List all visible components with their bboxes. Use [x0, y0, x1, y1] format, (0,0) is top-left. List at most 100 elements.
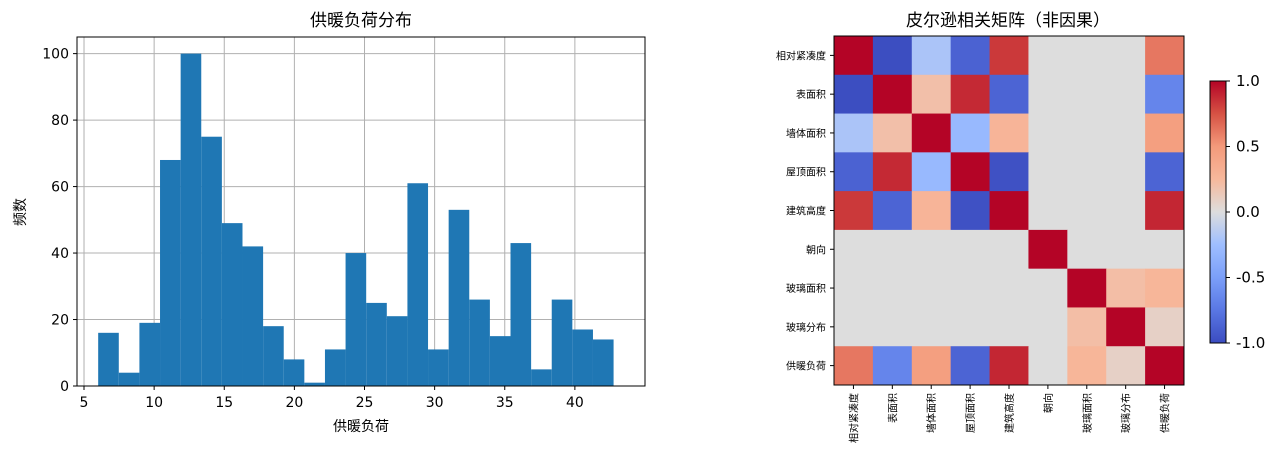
heatmap-cell	[834, 36, 874, 76]
histogram-x-tick-label: 15	[215, 395, 233, 411]
heatmap-cell	[950, 191, 991, 231]
colorbar-tick-label: 0.5	[1236, 138, 1260, 156]
histogram-y-tick-label: 80	[51, 113, 69, 129]
heatmap-cell	[1145, 191, 1185, 231]
heatmap-cell	[834, 229, 874, 270]
histogram-bar	[428, 349, 449, 386]
heatmap-cell	[1028, 36, 1068, 76]
heatmap-cell	[911, 191, 952, 231]
histogram-y-tick-label: 100	[42, 47, 69, 63]
heatmap-cell	[872, 346, 913, 386]
histogram-bar	[510, 243, 532, 386]
heatmap-cell	[989, 346, 1029, 386]
heatmap-cell	[872, 113, 913, 153]
histogram-x-tick-label: 40	[566, 395, 584, 411]
histogram-y-tick-label: 20	[51, 313, 69, 329]
heatmap-cell	[1145, 268, 1185, 308]
heatmap-cell	[1067, 268, 1107, 308]
heatmap-cell	[834, 268, 874, 308]
heatmap-cell	[872, 152, 913, 192]
heatmap-cell	[1067, 36, 1107, 76]
heatmap-cell	[834, 307, 874, 347]
histogram-x-label: 供暖负荷	[333, 419, 389, 435]
heatmap-x-ticks: 相对紧凑度 表面积 墙体面积 屋顶面积 建筑高度 朝向 玻璃面积 玻璃分布 供暖负荷	[847, 385, 1172, 443]
histogram-bar	[160, 159, 181, 386]
heatmap-cell	[834, 191, 874, 231]
histogram-bar	[304, 382, 325, 386]
heatmap-cell	[1106, 36, 1146, 76]
heatmap-y-tick-label: 相对紧凑度	[776, 49, 826, 62]
heatmap-cell	[1145, 74, 1185, 115]
heatmap-cell	[1145, 307, 1185, 347]
histogram-bar	[221, 223, 243, 386]
histogram-bar	[448, 209, 470, 386]
heatmap-cell	[834, 346, 874, 386]
heatmap-x-tick-label: 建筑高度	[1003, 393, 1016, 433]
histogram-bar	[324, 349, 346, 386]
heatmap-cell	[950, 346, 991, 386]
heatmap-cell	[989, 152, 1029, 192]
histogram-bar	[180, 53, 202, 386]
heatmap-cell	[1106, 229, 1146, 270]
heatmap-cell	[1106, 268, 1146, 308]
histogram-bar	[551, 299, 573, 386]
heatmap-cell	[872, 74, 913, 115]
heatmap-x-tick-label: 表面积	[886, 393, 899, 423]
heatmap-cell	[1028, 346, 1068, 386]
heatmap-cell	[1067, 229, 1107, 270]
colorbar-tick-label: 0.0	[1236, 203, 1260, 221]
histogram-y-tick-label: 0	[60, 379, 69, 395]
histogram-bars	[98, 53, 614, 386]
heatmap-cell	[1028, 74, 1068, 115]
heatmap-cell	[950, 36, 991, 76]
heatmap-x-tick-label: 朝向	[1042, 393, 1055, 413]
heatmap-cell	[1028, 307, 1068, 347]
heatmap-cell	[989, 113, 1029, 153]
colorbar-ticks: 1.0 0.5 0.0 -0.5 -1.0	[1226, 72, 1265, 352]
heatmap-cell	[911, 152, 952, 192]
heatmap-cell	[1145, 152, 1185, 192]
histogram-bar	[201, 136, 222, 386]
histogram-bar	[407, 183, 429, 386]
histogram-bar	[242, 246, 264, 386]
heatmap-cell	[1106, 74, 1146, 115]
histogram-title: 供暖负荷分布	[310, 11, 412, 31]
heatmap-cell	[1067, 346, 1107, 386]
histogram-bar	[98, 332, 119, 386]
heatmap-cell	[1145, 36, 1185, 76]
histogram-chart: 供暖负荷分布 5 10 15 20 25 30 35 40 0 20 40 60 80 100 供暖负荷…	[13, 11, 646, 435]
histogram-x-tick-label: 30	[426, 395, 444, 411]
colorbar-gradient	[1209, 80, 1227, 344]
histogram-x-ticks: 5 10 15 20 25 30 35 40	[80, 386, 584, 411]
histogram-y-ticks: 0 20 40 60 80 100	[42, 47, 77, 395]
heatmap-y-tick-label: 玻璃面积	[786, 282, 826, 295]
heatmap-cell	[1028, 268, 1068, 308]
heatmap-cell	[950, 307, 991, 347]
heatmap-x-tick-label: 屋顶面积	[965, 393, 977, 433]
histogram-bar	[572, 329, 593, 386]
heatmap-y-tick-label: 建筑高度	[786, 205, 826, 218]
colorbar-tick-label: -0.5	[1236, 269, 1265, 287]
heatmap-cell	[989, 229, 1029, 270]
heatmap-cell	[1067, 152, 1107, 192]
histogram-bar	[489, 336, 511, 386]
heatmap-cell	[834, 74, 874, 115]
heatmap-y-tick-label: 供暖负荷	[786, 360, 826, 373]
histogram-x-tick-label: 25	[356, 395, 374, 411]
heatmap-cell	[1028, 229, 1068, 270]
histogram-bar	[118, 372, 140, 386]
histogram-bar	[531, 369, 552, 386]
heatmap-x-tick-label: 墙体面积	[925, 393, 938, 433]
heatmap-cell	[950, 268, 991, 308]
heatmap-y-tick-label: 墙体面积	[786, 127, 826, 140]
heatmap-cell	[911, 36, 952, 76]
histogram-frame	[76, 36, 646, 387]
histogram-bar	[283, 359, 305, 386]
heatmap-cell	[950, 113, 991, 153]
heatmap-cell	[911, 113, 952, 153]
heatmap-y-tick-label: 表面积	[796, 88, 826, 101]
heatmap-cell	[1028, 191, 1068, 231]
heatmap-cell	[1106, 307, 1146, 347]
